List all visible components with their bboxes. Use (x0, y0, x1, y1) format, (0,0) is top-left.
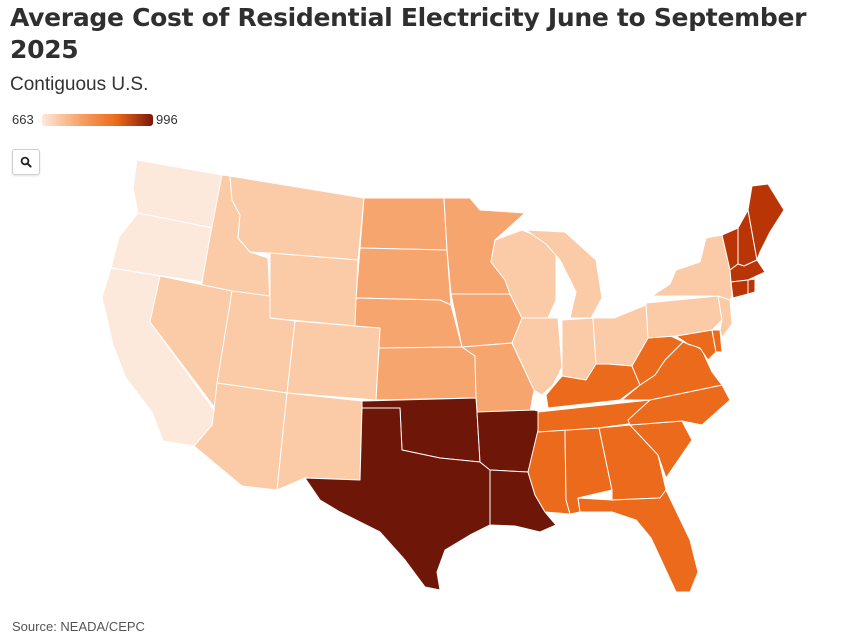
state-kentucky[interactable] (545, 363, 641, 409)
state-iowa[interactable] (450, 293, 523, 348)
state-maine[interactable] (747, 183, 785, 261)
state-wyoming[interactable] (269, 252, 359, 327)
state-indiana[interactable] (561, 317, 597, 381)
legend-gradient-bar (42, 114, 153, 126)
state-rhode-island[interactable] (747, 278, 756, 295)
state-kansas[interactable] (375, 346, 477, 401)
state-new-york[interactable] (651, 234, 733, 301)
zoom-button[interactable] (12, 149, 40, 175)
search-icon (20, 156, 32, 168)
chart-subtitle: Contiguous U.S. (10, 74, 149, 95)
state-texas[interactable] (304, 407, 491, 591)
state-illinois[interactable] (511, 317, 563, 396)
state-north-dakota[interactable] (359, 197, 448, 251)
state-delaware[interactable] (711, 329, 723, 353)
state-new-mexico[interactable] (276, 392, 363, 491)
state-michigan[interactable] (525, 229, 603, 319)
chart-title: Average Cost of Residential Electricity … (10, 3, 807, 64)
state-south-dakota[interactable] (355, 247, 452, 306)
state-colorado[interactable] (286, 320, 381, 401)
legend-min-label: 663 (12, 112, 34, 127)
legend-max-label: 996 (156, 112, 178, 127)
state-montana[interactable] (229, 175, 365, 261)
source-note: Source: NEADA/CEPC (12, 619, 145, 634)
state-connecticut[interactable] (730, 279, 749, 299)
state-florida[interactable] (577, 489, 699, 593)
